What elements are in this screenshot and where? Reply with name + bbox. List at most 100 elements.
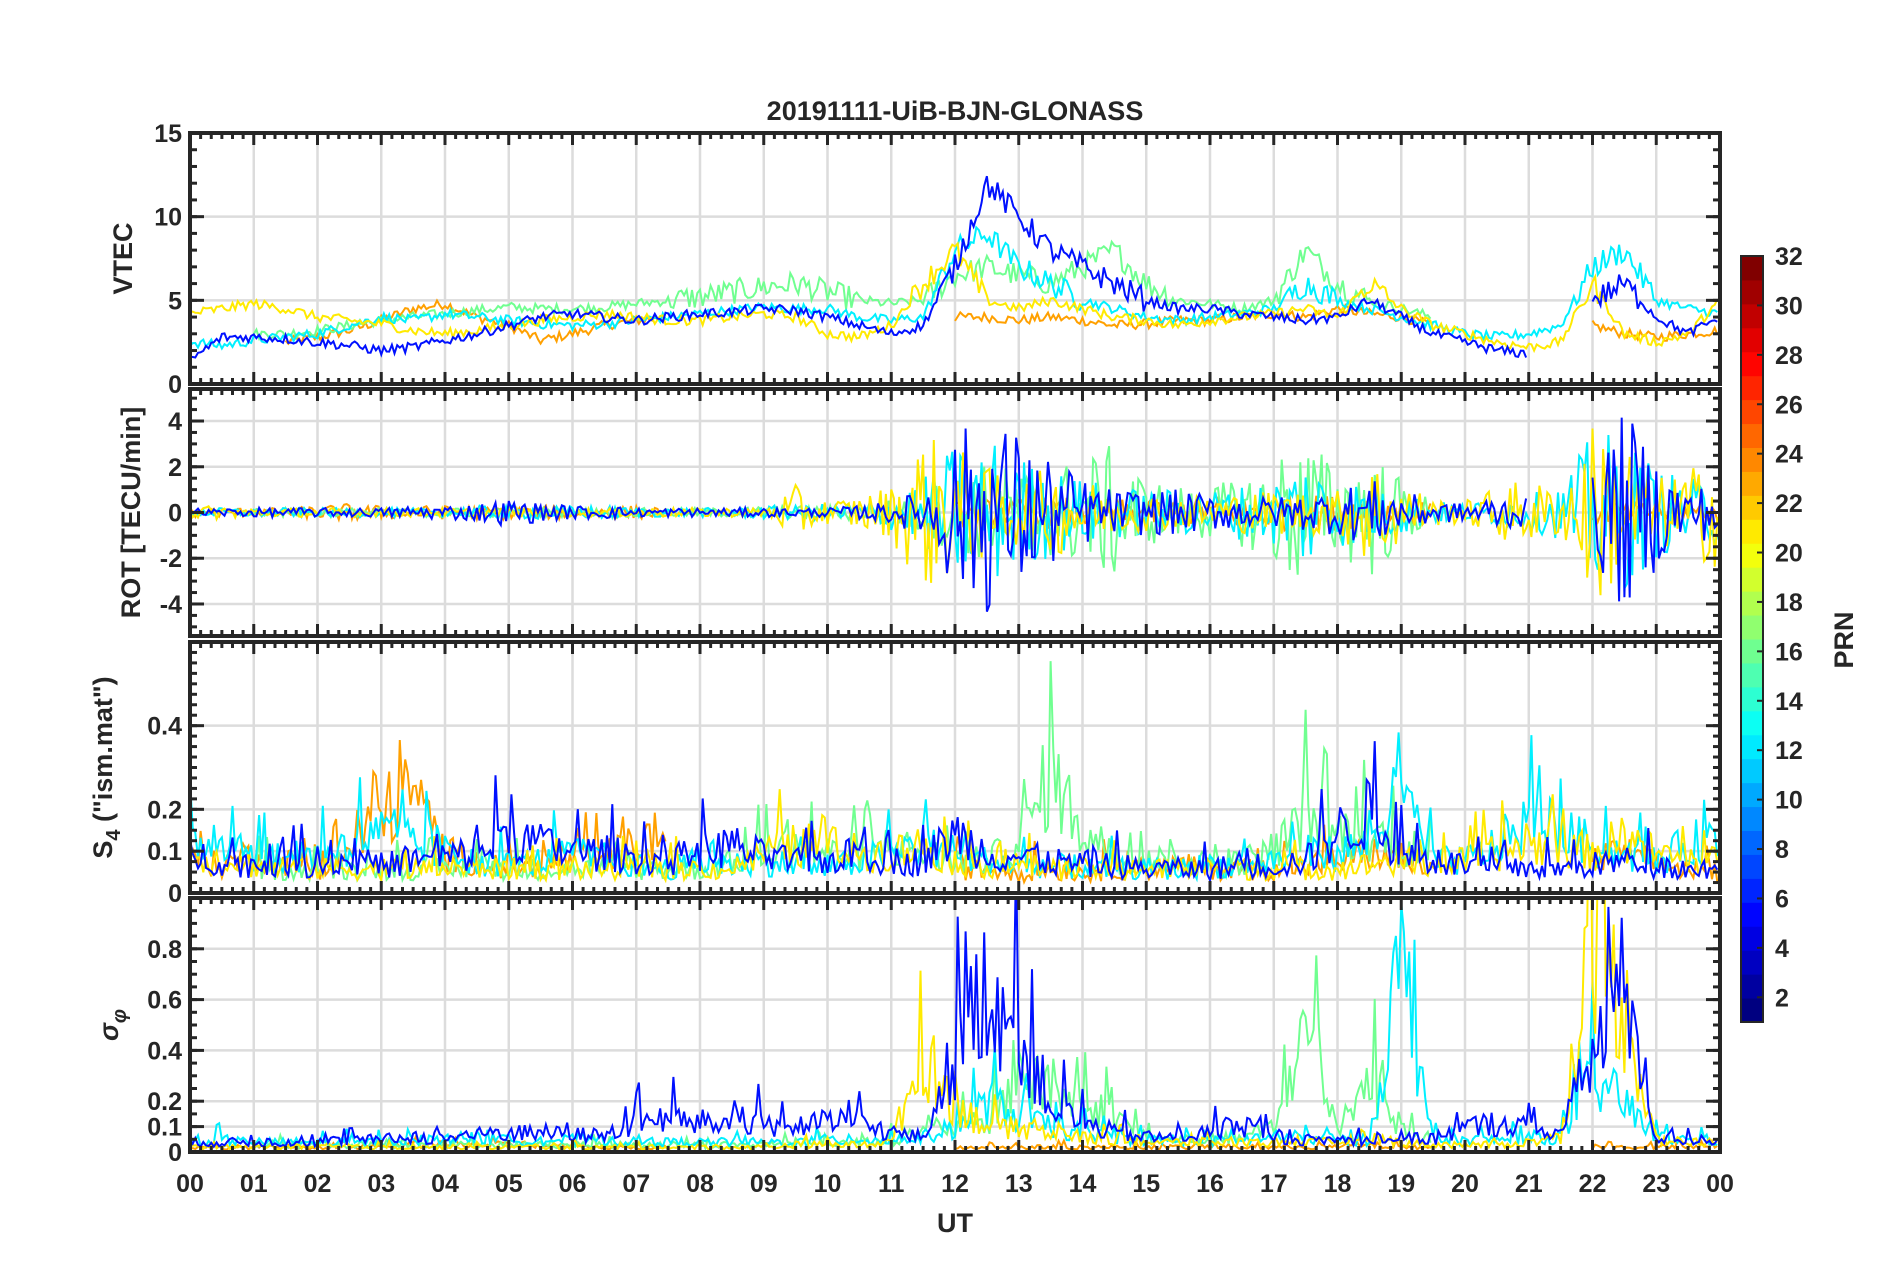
colorbar-tick-label: 32 [1775,243,1803,271]
x-tick-label: 20 [1451,1170,1479,1198]
y-tick-label: 5 [168,287,182,315]
y-tick-label: 2 [168,454,182,482]
chart-title: 20191111-UiB-BJN-GLONASS [767,96,1144,126]
colorbar-swatch [1741,854,1763,879]
y-label-part: ("ism.mat") [88,676,118,829]
series-line-prn-16 [253,955,1432,1152]
colorbar-swatch [1741,279,1763,305]
colorbar-tick-label: 24 [1775,441,1803,469]
series-line-prn-4 [190,417,1719,612]
colorbar-swatch [1741,399,1763,425]
series-group [190,417,1719,612]
colorbar-swatch [1741,351,1763,377]
colorbar-tick-label: 22 [1775,490,1803,518]
y-tick-label: 0.8 [147,936,182,964]
x-tick-label: 12 [941,1170,969,1198]
colorbar-swatch [1741,830,1763,855]
colorbar-tick-label: 28 [1775,342,1803,370]
y-tick-label: 0.4 [147,1037,182,1065]
panel-2: 0 0.1 0.2 0.4 S4 ("ism.mat") [88,640,1722,908]
colorbar-swatch [1741,639,1763,664]
colorbar-tick-label: 30 [1775,292,1803,320]
x-tick-label: 06 [559,1170,587,1198]
x-axis-label: UT [937,1208,973,1238]
y-tick-label: 0 [168,880,182,908]
panel-0: 0 5 10 15 VTEC [108,120,1722,399]
series-line-prn-16 [252,446,1432,575]
y-tick-label: 0.2 [147,796,182,824]
x-tick-label: 11 [878,1170,905,1198]
y-label-part: S [88,841,118,859]
colorbar-swatch [1741,662,1763,688]
y-tick-label: 0.1 [147,1114,182,1142]
x-tick-label: 02 [304,1170,332,1198]
panel-1: -4 -2 0 2 4 ROT [TECU/min] [116,387,1722,638]
colorbar-tick-label: 6 [1775,885,1789,913]
colorbar-swatch [1741,615,1763,640]
y-axis-label: ROT [TECU/min] [116,407,146,618]
colorbar-tick-label: 8 [1775,836,1789,864]
x-tick-label: 14 [1069,1170,1097,1198]
x-tick-label: 19 [1387,1170,1415,1198]
y-label-part: σ [94,1022,124,1041]
y-tick-label: 15 [154,120,182,148]
x-tick-label: 10 [814,1170,842,1198]
y-tick-label: 0.2 [147,1088,182,1116]
series-group [190,898,1719,1152]
x-tick-label: 18 [1324,1170,1352,1198]
colorbar-swatch [1741,423,1763,448]
panel-3: 00.10.2 0.4 0.6 0.8 σφ [94,896,1722,1167]
x-tick-label: 23 [1642,1170,1670,1198]
colorbar-swatch [1741,256,1763,281]
colorbar-swatch [1741,447,1763,472]
x-tick-label: 01 [240,1170,268,1198]
colorbar-swatch [1741,926,1763,951]
colorbar-swatch [1741,375,1763,401]
colorbar-swatch [1741,974,1763,999]
y-axis-label: σφ [94,1009,131,1041]
series-line-prn-4 [190,175,1718,359]
x-tick-label: 13 [1005,1170,1033,1198]
colorbar-swatch [1741,543,1763,568]
series-group [190,661,1719,886]
x-tick-label: 04 [431,1170,459,1198]
colorbar-swatch [1741,998,1763,1023]
series-line-prn-16 [252,239,1432,342]
x-tick-label: 00 [176,1170,204,1198]
colorbar-swatch [1741,495,1763,520]
y-tick-label: 4 [168,408,182,436]
y-label-sub: φ [109,1009,131,1023]
x-tick-label: 16 [1196,1170,1224,1198]
y-tick-label: 0.6 [147,987,182,1015]
colorbar-swatch [1741,471,1763,496]
x-tick-label: 17 [1260,1170,1288,1198]
colorbar-swatch [1741,734,1763,760]
colorbar-tick-label: 12 [1775,737,1803,765]
y-tick-label: -2 [160,545,182,573]
x-tick-label: 22 [1579,1170,1607,1198]
colorbar-tick-label: 10 [1775,787,1803,815]
y-label-sub: 4 [103,829,125,841]
x-tick-label: 03 [367,1170,395,1198]
series-line-prn-12 [190,903,1718,1150]
y-tick-label: -4 [160,591,182,619]
y-tick-label: 0.1 [147,838,182,866]
colorbar-swatch [1741,519,1763,544]
x-tick-label: 00 [1706,1170,1734,1198]
colorbar-swatch [1741,902,1763,927]
colorbar-frame [1740,255,1764,1023]
series-line-prn-4 [190,741,1719,884]
colorbar-tick-label: 26 [1775,391,1803,419]
y-tick-label: 0 [168,371,182,399]
y-axis-label: VTEC [108,222,138,294]
x-tick-label: 08 [686,1170,714,1198]
colorbar-swatch [1741,327,1763,353]
colorbar-tick-label: 16 [1775,638,1803,666]
colorbar-swatch [1741,303,1763,329]
series-group [190,175,1719,359]
x-tick-label: 15 [1132,1170,1160,1198]
y-tick-label: 10 [154,204,182,232]
